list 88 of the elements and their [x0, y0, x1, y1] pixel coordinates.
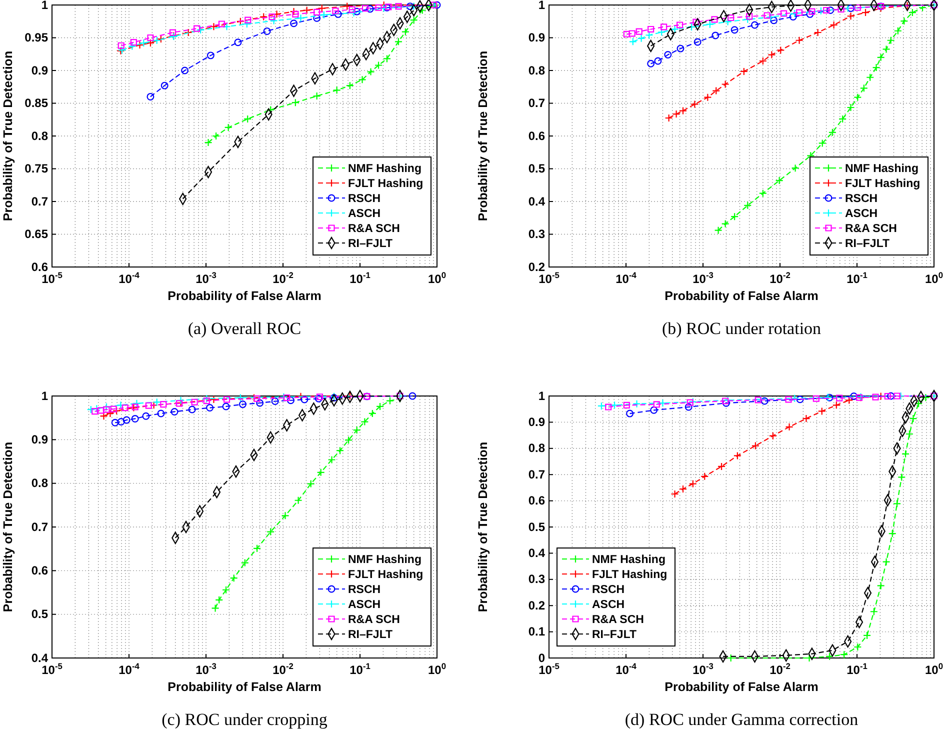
x-tick-label: 10$^{-2}$ — [770, 270, 791, 286]
y-tick-label: 0.7 — [31, 520, 48, 534]
legend-label: R&A SCH — [348, 223, 400, 235]
x-tick-label: 10$^{-3}$ — [692, 270, 714, 286]
legend-label: FJLT Hashing — [845, 178, 920, 190]
legend-label: RI–FJLT — [348, 238, 393, 250]
x-tick-label: 10$^{0}$ — [428, 661, 446, 677]
y-axis-title: Probability of True Detection — [1, 442, 15, 612]
x-tick-label: 10$^{-4}$ — [118, 270, 140, 286]
legend-label: R&A SCH — [845, 223, 897, 235]
legend-label: FJLT Hashing — [592, 569, 668, 581]
y-tick-label: 0.8 — [528, 63, 546, 78]
text: (b) ROC under rotation — [662, 319, 822, 338]
legend-label: FJLT Hashing — [348, 569, 424, 581]
y-tick-label: 0.85 — [24, 96, 48, 110]
x-tick-label: 10$^{-3}$ — [196, 661, 217, 677]
text: (a) Overall ROC — [188, 319, 302, 338]
y-tick-label: 0.5 — [528, 162, 546, 176]
y-axis-title: Probability of True Detection — [476, 442, 490, 612]
legend-label: RSCH — [845, 193, 878, 205]
text: (c) ROC under cropping — [162, 710, 328, 729]
text: (d) ROC under Gamma correction — [624, 710, 859, 729]
x-tick-label: 10$^{-1}$ — [350, 661, 371, 677]
legend-label: RI–FJLT — [348, 629, 393, 641]
legend-label: RSCH — [348, 193, 381, 205]
y-tick-label: 0.6 — [528, 494, 546, 508]
legend-label: RI–FJLT — [592, 629, 637, 641]
y-tick-label: 0.5 — [31, 607, 48, 622]
y-tick-label: 1 — [41, 388, 48, 403]
x-tick-label: 10$^{-4}$ — [616, 661, 637, 677]
y-tick-label: 0.75 — [24, 162, 48, 176]
legend-label: NMF Hashing — [592, 554, 666, 566]
y-tick-label: 0.8 — [528, 441, 546, 456]
y-tick-label: 0.9 — [31, 63, 48, 78]
legend-label: ASCH — [348, 599, 381, 611]
y-tick-label: 0.7 — [31, 194, 48, 208]
legend-label: R&A SCH — [592, 614, 644, 626]
x-axis-title: Probability of False Alarm — [168, 680, 322, 694]
y-tick-label: 0.7 — [528, 96, 546, 110]
y-tick-label: 0.2 — [528, 598, 546, 612]
legend-label: ASCH — [348, 208, 381, 220]
legend-label: RSCH — [592, 584, 625, 596]
x-tick-label: 10$^{-2}$ — [272, 661, 294, 677]
legend-label: ASCH — [845, 208, 878, 220]
y-tick-label: 0.8 — [31, 128, 48, 143]
x-tick-label: 10$^{-1}$ — [846, 661, 868, 677]
y-tick-label: 0.6 — [31, 564, 48, 578]
x-tick-label: 10$^{0}$ — [428, 270, 446, 286]
x-tick-label: 10$^{-4}$ — [118, 661, 140, 677]
y-tick-label: 0.7 — [528, 467, 546, 482]
y-tick-label: 0.1 — [528, 624, 546, 639]
x-tick-label: 10$^{0}$ — [924, 270, 944, 286]
y-tick-label: 0.95 — [24, 30, 48, 45]
x-tick-label: 10$^{-4}$ — [616, 270, 637, 286]
y-tick-label: 0.4 — [528, 194, 546, 208]
legend-label: RSCH — [348, 584, 381, 596]
y-tick-label: 0.9 — [528, 30, 546, 45]
x-tick-label: 10$^{0}$ — [924, 661, 944, 677]
legend-label: ASCH — [592, 599, 625, 611]
x-tick-label: 10$^{-2}$ — [272, 270, 294, 286]
y-tick-label: 0.3 — [528, 227, 546, 242]
legend-label: NMF Hashing — [348, 554, 422, 566]
y-tick-label: 0.6 — [528, 128, 546, 143]
y-axis-title: Probability of True Detection — [1, 50, 15, 222]
legend-label: NMF Hashing — [845, 163, 918, 175]
x-axis-title: Probability of False Alarm — [168, 289, 322, 303]
legend-label: NMF Hashing — [348, 163, 422, 175]
x-tick-label: 10$^{-1}$ — [350, 270, 371, 286]
y-tick-label: 1 — [41, 0, 48, 12]
y-tick-label: 0.9 — [31, 432, 48, 447]
y-tick-label: 0.4 — [528, 546, 546, 560]
legend-label: FJLT Hashing — [348, 178, 424, 190]
x-tick-label: 10$^{-1}$ — [846, 270, 868, 286]
legend-label: RI–FJLT — [845, 238, 890, 250]
x-axis-title: Probability of False Alarm — [664, 680, 818, 694]
y-tick-label: 0.9 — [528, 415, 546, 430]
y-tick-label: 0.5 — [528, 520, 546, 534]
y-tick-label: 1 — [538, 388, 546, 403]
y-tick-label: 0.65 — [24, 227, 48, 242]
y-tick-label: 0.3 — [528, 572, 546, 586]
y-tick-label: 1 — [538, 0, 546, 12]
legend-label: R&A SCH — [348, 614, 400, 626]
x-tick-label: 10$^{-3}$ — [692, 661, 714, 677]
y-tick-label: 0.8 — [31, 476, 48, 490]
x-tick-label: 10$^{-3}$ — [196, 270, 217, 286]
x-axis-title: Probability of False Alarm — [664, 289, 818, 303]
y-axis-title: Probability of True Detection — [476, 50, 490, 222]
x-tick-label: 10$^{-2}$ — [770, 661, 791, 677]
